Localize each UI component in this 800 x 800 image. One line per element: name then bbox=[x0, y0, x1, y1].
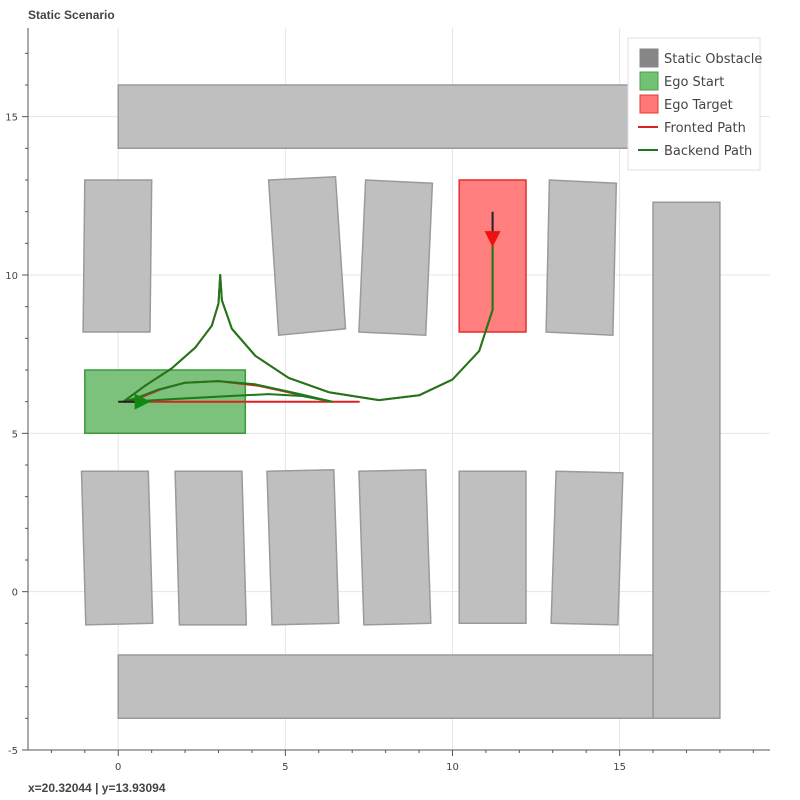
static-obstacle bbox=[266, 469, 340, 626]
y-tick-label: 10 bbox=[5, 271, 18, 282]
static-obstacle bbox=[545, 179, 618, 336]
static-obstacle bbox=[82, 179, 153, 333]
readout-x: x=20.32044 bbox=[28, 781, 92, 795]
readout-separator: | bbox=[91, 781, 102, 795]
static-obstacle bbox=[174, 470, 248, 626]
y-tick-label: 0 bbox=[12, 588, 18, 599]
legend-label: Backend Path bbox=[664, 144, 752, 159]
legend-label: Ego Start bbox=[664, 75, 724, 90]
x-tick-label: 0 bbox=[115, 762, 121, 773]
ego-target-arrow bbox=[484, 231, 501, 248]
ego-start-arrow bbox=[134, 393, 151, 410]
static-obstacle bbox=[117, 84, 654, 150]
legend-label: Fronted Path bbox=[664, 121, 746, 136]
scenario-plot[interactable]: 0 5 10 15 -5 0 5 10 15 Static Obstacle Ego Start E… bbox=[0, 0, 800, 780]
static-obstacle bbox=[458, 470, 527, 625]
legend[interactable]: Static Obstacle Ego Start Ego Target Fronte… bbox=[627, 37, 762, 171]
backend-path bbox=[122, 239, 494, 403]
static-obstacles bbox=[80, 84, 721, 720]
cursor-coordinate-readout: x=20.32044 | y=13.93094 bbox=[28, 781, 166, 795]
static-obstacle bbox=[550, 470, 624, 626]
chart-title: Static Scenario bbox=[28, 8, 115, 22]
static-obstacle bbox=[652, 201, 721, 720]
legend-label: Static Obstacle bbox=[664, 52, 762, 67]
y-tick-label: -5 bbox=[8, 746, 18, 757]
legend-label: Ego Target bbox=[664, 98, 733, 113]
legend-swatch bbox=[639, 71, 659, 91]
x-tick-label: 10 bbox=[446, 762, 459, 773]
legend-swatch bbox=[639, 48, 659, 68]
y-tick-label: 5 bbox=[12, 429, 18, 440]
static-obstacle bbox=[117, 654, 654, 720]
paths bbox=[122, 239, 494, 403]
static-obstacle bbox=[80, 470, 154, 626]
readout-y: y=13.93094 bbox=[101, 781, 166, 795]
ego-markers bbox=[118, 211, 501, 410]
axes: 0 5 10 15 -5 0 5 10 15 bbox=[5, 28, 770, 773]
y-tick-label: 15 bbox=[5, 113, 18, 124]
legend-swatch bbox=[639, 94, 659, 114]
static-obstacle bbox=[358, 179, 434, 336]
static-obstacle bbox=[267, 176, 347, 337]
x-tick-label: 15 bbox=[613, 762, 626, 773]
static-obstacle bbox=[358, 469, 432, 626]
x-tick-label: 5 bbox=[282, 762, 288, 773]
